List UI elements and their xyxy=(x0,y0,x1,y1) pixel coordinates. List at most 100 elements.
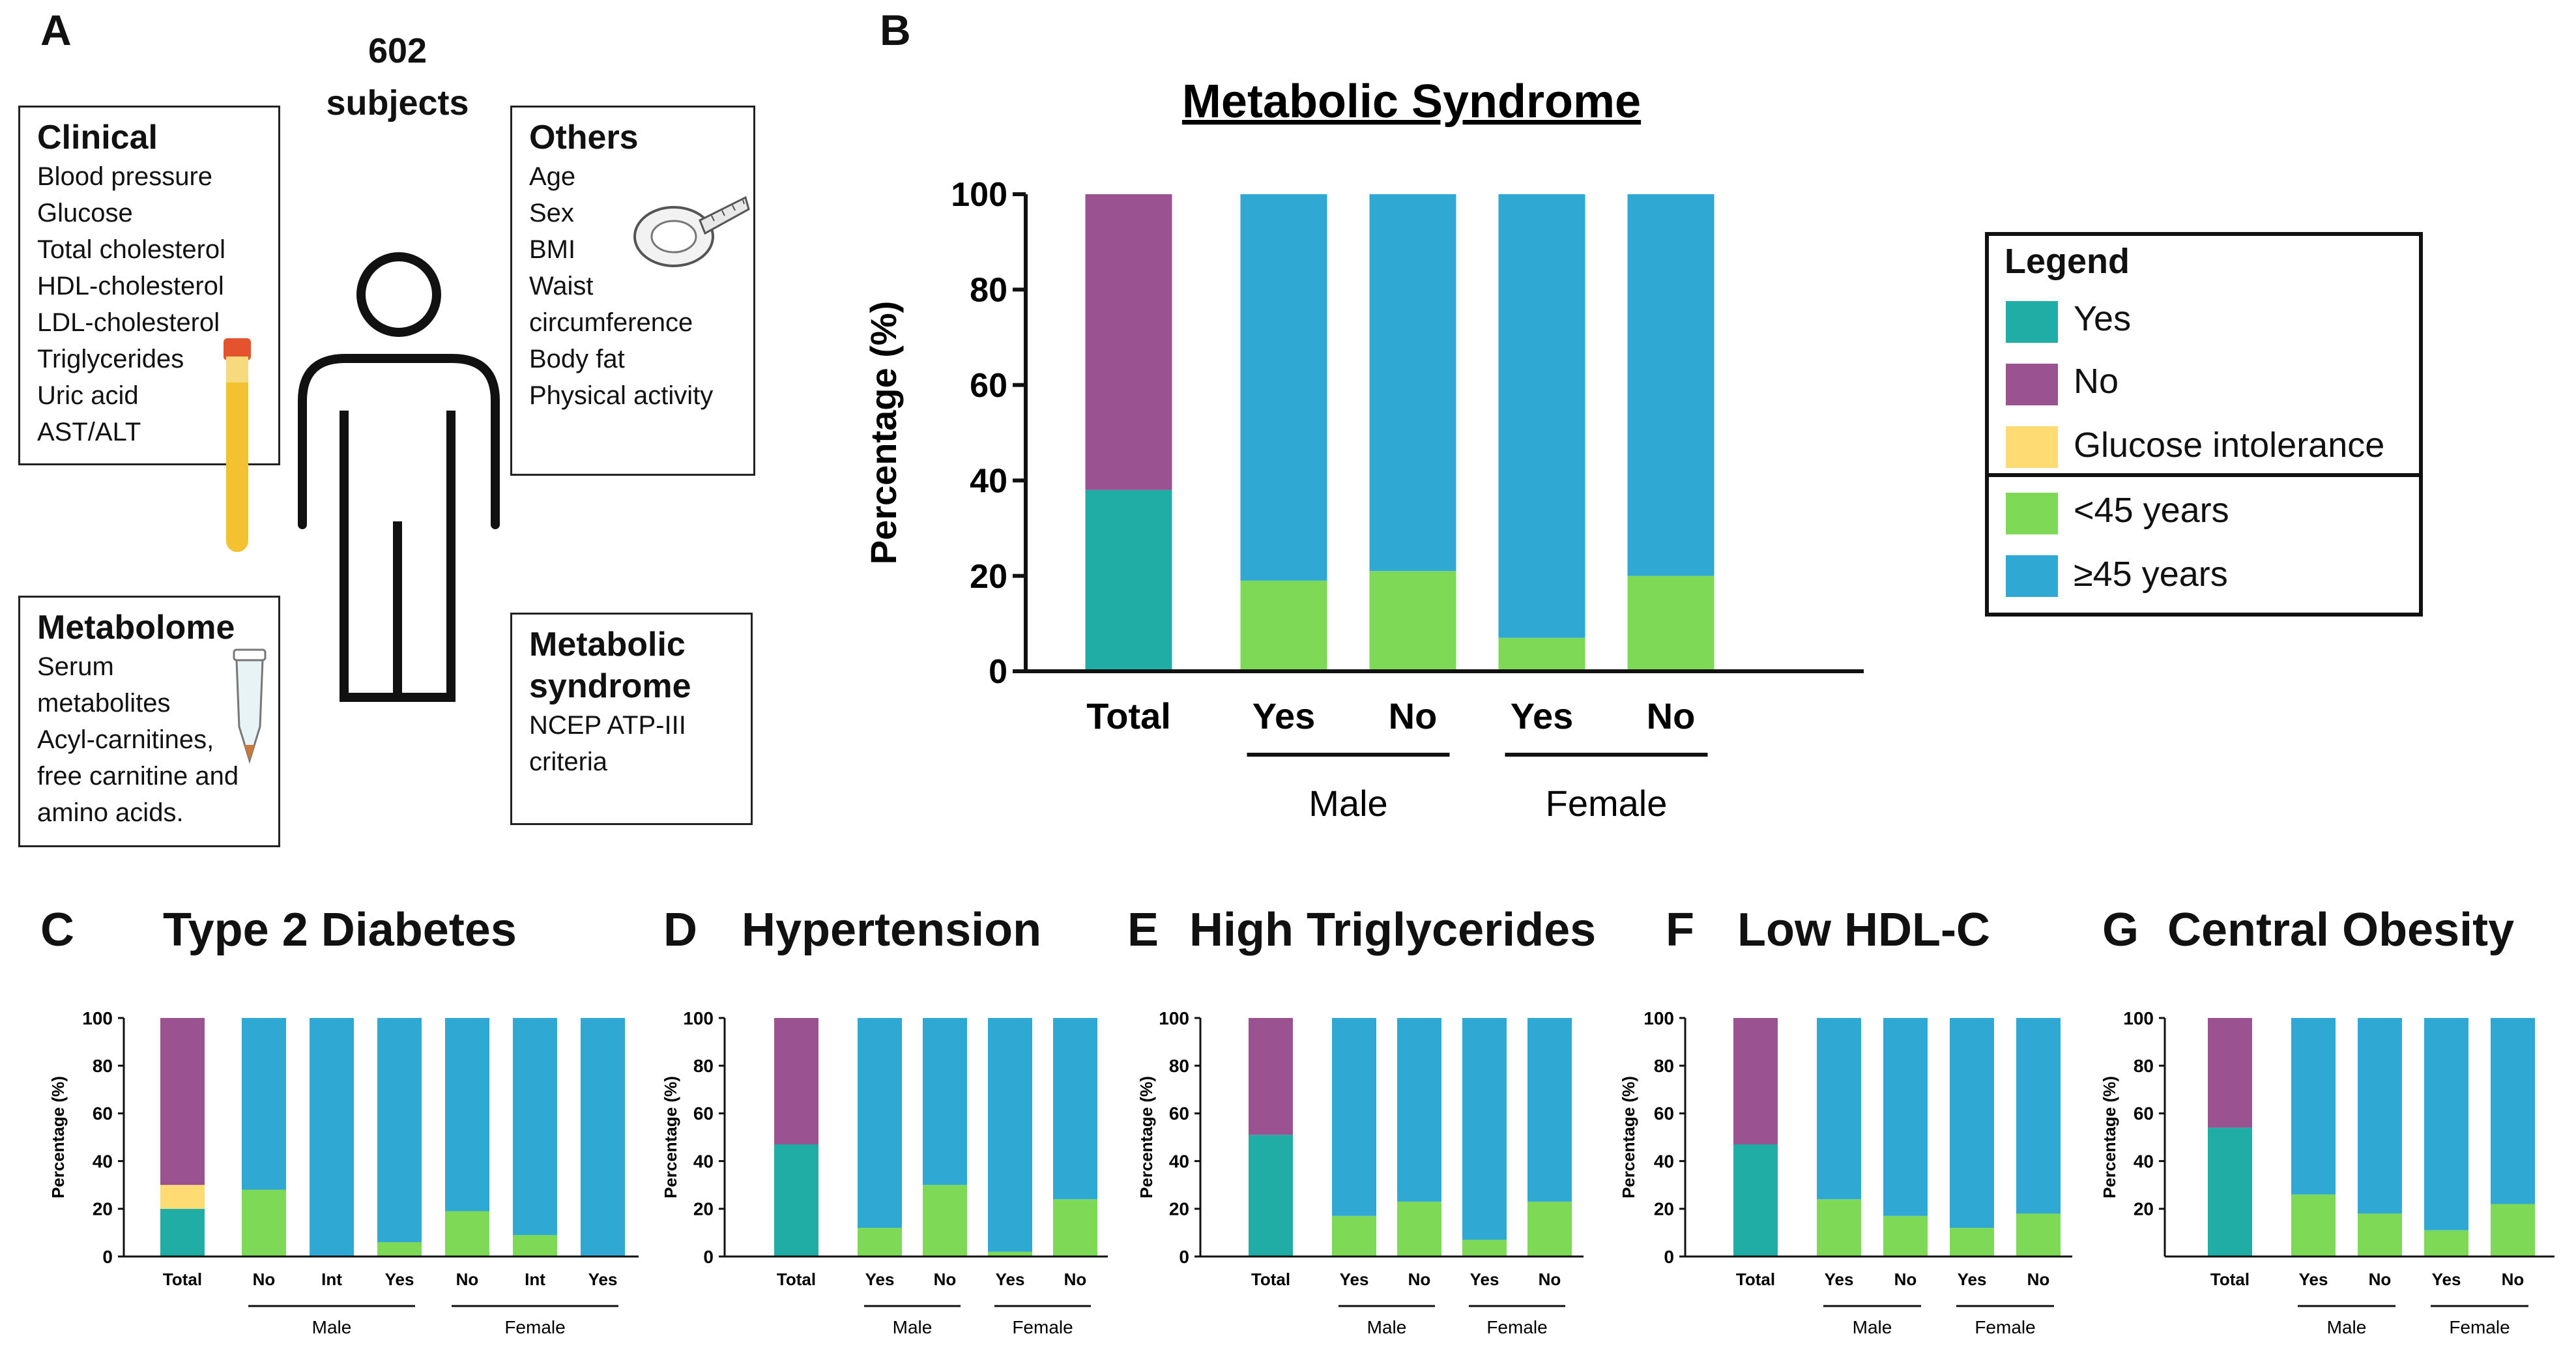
y-tick-label: 80 xyxy=(1654,1056,1674,1076)
y-tick-label: 20 xyxy=(1654,1199,1674,1219)
panel-letter-a: A xyxy=(40,6,72,54)
x-tick-label: Total xyxy=(1736,1270,1775,1289)
bar-under-45 xyxy=(988,1251,1032,1257)
legend-label-glucose-intolerance: Glucose intolerance xyxy=(2074,426,2385,465)
panel-letter-c: C xyxy=(40,904,74,956)
y-tick-label: 0 xyxy=(703,1247,714,1267)
y-tick-label: 60 xyxy=(970,367,1007,405)
x-tick-label: Total xyxy=(777,1270,816,1289)
group-label: Male xyxy=(893,1317,933,1337)
x-tick-label: Yes xyxy=(588,1270,618,1289)
metabolome-box: Metabolome Serum metabolites Acyl-carnitin… xyxy=(18,596,280,847)
blood-tube-icon xyxy=(224,338,251,552)
legend-label-under-45: <45 years xyxy=(2074,491,2229,530)
y-tick-label: 80 xyxy=(2134,1056,2154,1076)
y-tick-label: 40 xyxy=(93,1151,113,1171)
bar-over-45 xyxy=(581,1018,625,1257)
x-tick-label: No xyxy=(456,1270,479,1289)
bar-under-45 xyxy=(1240,580,1327,671)
bar-over-45 xyxy=(1883,1018,1928,1216)
x-tick-label: Yes xyxy=(1252,695,1316,736)
legend-label-no: No xyxy=(2074,362,2119,401)
bar-under-45 xyxy=(377,1242,422,1257)
panel-letter-d: D xyxy=(663,904,697,956)
syndrome-box: Metabolic syndrome NCEP ATP-III criteria xyxy=(510,613,753,825)
bar-over-45 xyxy=(1397,1018,1441,1202)
bar-over-45 xyxy=(1053,1018,1097,1200)
bar-under-45 xyxy=(858,1228,902,1257)
metabolome-item: free carnitine and xyxy=(37,762,239,791)
x-tick-label: Yes xyxy=(865,1270,895,1289)
group-label: Female xyxy=(1975,1317,2035,1337)
y-tick-label: 0 xyxy=(989,653,1007,691)
bar-total-yes xyxy=(774,1144,818,1257)
x-tick-label: No xyxy=(1389,695,1438,736)
bar-over-45 xyxy=(1462,1018,1507,1240)
title-low-hdl-c: Low HDL-C xyxy=(1737,904,1990,956)
others-list: Age Sex BMI Waist circumference Body fat Physi… xyxy=(529,158,736,414)
bar-over-45 xyxy=(513,1018,557,1236)
group-label: Female xyxy=(1486,1317,1547,1337)
x-tick-label: No xyxy=(1064,1270,1087,1289)
others-item: Sex xyxy=(529,199,574,227)
bar-over-45 xyxy=(923,1018,967,1185)
y-tick-label: 100 xyxy=(1159,1008,1189,1028)
y-tick-label: 60 xyxy=(1169,1103,1189,1124)
bar-under-45 xyxy=(242,1189,286,1257)
others-item: Waist xyxy=(529,272,594,300)
y-axis-label: Percentage (%) xyxy=(1136,1076,1156,1198)
title-type-2-diabetes: Type 2 Diabetes xyxy=(163,904,517,956)
legend-swatch-under-45 xyxy=(2006,493,2058,534)
bar-over-45 xyxy=(445,1018,489,1212)
bar-over-45 xyxy=(310,1018,354,1257)
metabolome-item: Serum xyxy=(37,652,114,681)
metabolome-item: metabolites xyxy=(37,689,171,718)
syndrome-title-2: syndrome xyxy=(529,667,691,705)
y-tick-label: 80 xyxy=(1169,1056,1189,1076)
chart-low-hdl-c: Percentage (%) Total Yes No Yes No 0 20 40 60 80 10… xyxy=(1619,1008,2072,1337)
x-tick-label: Yes xyxy=(2299,1270,2328,1289)
bar-total-no xyxy=(1249,1018,1293,1135)
sample-vial-icon xyxy=(233,648,267,764)
bar-over-45 xyxy=(2016,1018,2061,1214)
legend-divider xyxy=(1989,473,2419,477)
bar-over-45 xyxy=(2424,1018,2468,1230)
metabolome-title: Metabolome xyxy=(37,609,235,646)
bar-over-45 xyxy=(2491,1018,2535,1204)
bar-total-gi xyxy=(160,1185,205,1209)
bar-under-45 xyxy=(2291,1194,2336,1257)
clinical-item: Glucose xyxy=(37,199,133,227)
clinical-title: Clinical xyxy=(37,119,158,156)
bar-under-45 xyxy=(1369,571,1456,671)
y-tick-label: 60 xyxy=(693,1103,714,1124)
others-title: Others xyxy=(529,119,639,156)
clinical-item: Triglycerides xyxy=(37,345,184,373)
x-tick-label: No xyxy=(2502,1270,2525,1289)
bar-over-45 xyxy=(1817,1018,1861,1200)
x-tick-label: No xyxy=(1647,695,1696,736)
legend-swatch-no xyxy=(2006,364,2058,405)
bar-over-45 xyxy=(988,1018,1032,1252)
bar-over-45 xyxy=(1527,1018,1572,1202)
legend-box: Legend Yes No Glucose intolerance <45 ye… xyxy=(1985,232,2423,617)
group-label: Male xyxy=(1853,1317,1892,1337)
bar-over-45 xyxy=(2358,1018,2402,1214)
bar-total-yes xyxy=(160,1208,205,1257)
clinical-item: LDL-cholesterol xyxy=(37,308,220,337)
group-label: Female xyxy=(504,1317,565,1337)
others-item: BMI xyxy=(529,235,576,264)
x-tick-label: No xyxy=(1408,1270,1431,1289)
y-tick-label: 40 xyxy=(693,1151,714,1171)
y-tick-label: 60 xyxy=(1654,1103,1674,1124)
chart-type-2-diabetes: Percentage (%) Total No Int Yes No Int Yes 0 20 40… xyxy=(48,1008,639,1337)
bar-total-no xyxy=(2208,1018,2252,1128)
chart-central-obesity: Percentage (%) Total Yes No Yes No 20 40 60 80 100… xyxy=(2100,1008,2554,1337)
bar-over-45 xyxy=(1498,194,1585,638)
bar-under-45 xyxy=(923,1185,967,1257)
bar-total-yes xyxy=(2208,1127,2252,1257)
bar-under-45 xyxy=(445,1211,489,1257)
metabolome-item: Acyl-carnitines, xyxy=(37,725,214,754)
bar-under-45 xyxy=(1527,1201,1572,1257)
panel-letter-e: E xyxy=(1127,904,1159,956)
y-tick-label: 60 xyxy=(93,1103,113,1124)
